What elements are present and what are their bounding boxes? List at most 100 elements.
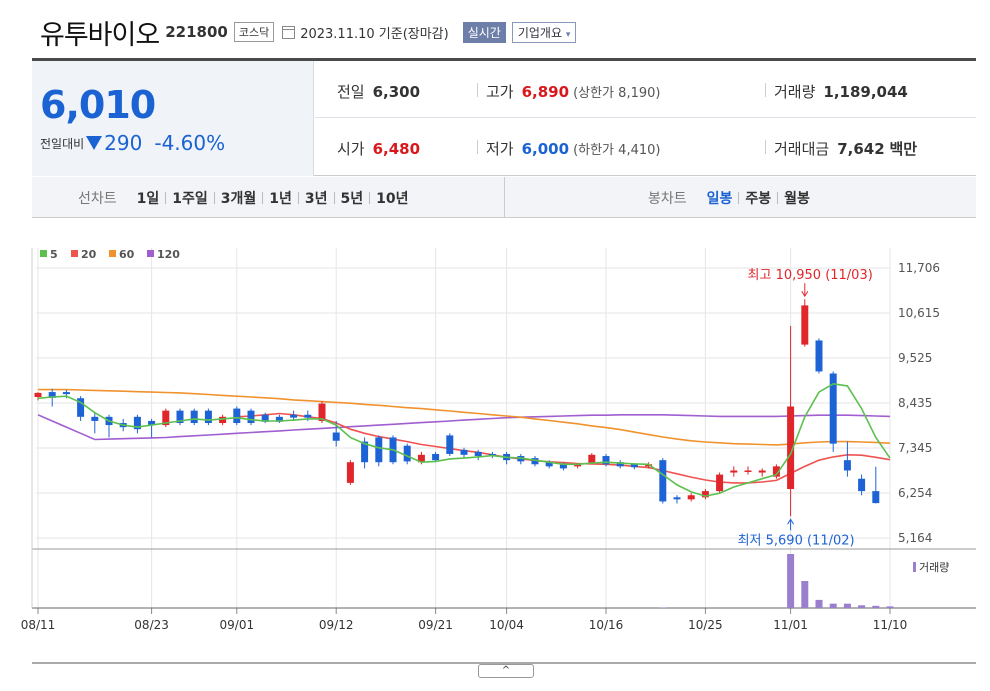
x-tick-label: 09/01	[220, 618, 255, 632]
y-tick-label: 11,706	[898, 261, 940, 275]
candle-body	[730, 470, 738, 473]
candle-body	[148, 420, 156, 426]
candle-body	[275, 416, 283, 422]
low-annotation: 최저 5,690 (11/02)	[738, 533, 855, 548]
candle-chart-tabs: 봉차트 일봉 주봉 월봉	[648, 177, 816, 218]
candle-body	[460, 449, 468, 455]
candle-body	[545, 462, 553, 467]
period-tab-4[interactable]: 3년	[304, 190, 328, 207]
candle-body	[787, 406, 795, 490]
period-tab-1[interactable]: 1주일	[172, 190, 208, 207]
candle-body	[716, 474, 724, 492]
candle-tab-2[interactable]: 월봉	[784, 190, 810, 207]
candle-body	[474, 451, 482, 457]
candle-body	[176, 410, 184, 424]
open-cell: 시가 6,480	[337, 140, 421, 158]
candle-tab-1[interactable]: 주봉	[745, 190, 772, 207]
y-tick-label: 7,345	[898, 441, 932, 455]
candle-body	[616, 462, 624, 467]
candle-body	[659, 460, 667, 502]
period-tab-3[interactable]: 1년	[269, 190, 292, 207]
down-triangle-icon	[86, 136, 103, 150]
candle-body	[446, 435, 454, 454]
candle-chart-label: 봉차트	[648, 190, 687, 207]
candle-body	[602, 456, 610, 465]
current-price: 6,010	[40, 83, 156, 127]
candle-body	[630, 464, 638, 468]
legend-label: 60	[119, 248, 135, 261]
legend-label: 20	[81, 248, 97, 261]
current-price-box: 6,010 전일대비 290 -4.60%	[32, 61, 314, 176]
candle-body	[559, 464, 567, 469]
candle-body	[687, 495, 695, 500]
stock-name: 유투바이오	[40, 19, 160, 51]
quote-cells: 전일 6,300 고가 6,890 (상한가 8,190) 거래량 1,189,044 …	[315, 61, 976, 176]
candle-body	[361, 441, 369, 463]
volume-legend-label: 거래량	[919, 561, 949, 574]
candle-body	[673, 497, 681, 500]
legend-label: 5	[50, 248, 58, 261]
y-tick-label: 5,164	[898, 531, 932, 545]
candle-body	[261, 414, 269, 422]
volume-bar	[815, 599, 823, 608]
candle-body	[162, 410, 170, 426]
candle-body	[588, 454, 596, 464]
period-tab-2[interactable]: 3개월	[220, 190, 257, 207]
candle-body	[77, 398, 85, 417]
period-tab-6[interactable]: 10년	[376, 190, 409, 207]
x-tick-label: 10/25	[688, 618, 723, 632]
legend-swatch	[71, 250, 78, 257]
amount-cell: 거래대금 7,642 백만	[774, 140, 918, 158]
volume-bar	[801, 581, 809, 608]
ma120-line	[37, 414, 891, 441]
collapse-button[interactable]: ^	[478, 664, 534, 678]
candle-tab-0[interactable]: 일봉	[706, 190, 733, 207]
change-amount: 290	[104, 131, 143, 155]
ma60-line	[38, 388, 891, 446]
stock-code: 221800	[165, 23, 228, 41]
volume-bar	[659, 607, 667, 608]
y-tick-label: 10,615	[898, 306, 940, 320]
candle-body	[247, 410, 255, 424]
x-tick-label: 10/04	[489, 618, 524, 632]
x-tick-label: 09/12	[319, 618, 354, 632]
line-chart-tabs: 선차트 1일 1주일 3개월 1년 3년 5년 10년	[78, 177, 415, 218]
x-tick-label: 09/21	[418, 618, 453, 632]
period-tab-5[interactable]: 5년	[340, 190, 364, 207]
volume-bar	[787, 554, 795, 608]
ma5-line	[37, 382, 891, 497]
market-badge: 코스닥	[233, 22, 275, 42]
candle-body	[701, 491, 709, 498]
low-arrow-head	[787, 518, 795, 525]
candle-body	[815, 340, 823, 372]
price-change: 전일대비 290 -4.60%	[40, 131, 225, 155]
x-tick-label: 08/11	[21, 618, 56, 632]
realtime-button[interactable]: 실시간	[462, 21, 506, 43]
period-tab-0[interactable]: 1일	[136, 190, 160, 207]
chart-period-tabs: 선차트 1일 1주일 3개월 1년 3년 5년 10년 봉차트 일봉 주봉 월봉	[32, 177, 976, 218]
high-annotation: 최고 10,950 (11/03)	[748, 268, 873, 283]
volume-legend-swatch	[913, 562, 916, 572]
candle-body	[872, 491, 880, 504]
line-chart-label: 선차트	[78, 190, 117, 207]
candle-body	[403, 445, 411, 462]
candle-body	[843, 460, 851, 471]
candle-body	[829, 373, 837, 444]
as-of-date: 2023.11.10 기준(장마감)	[300, 26, 449, 42]
company-info-dropdown[interactable]: 기업개요 ▾	[511, 21, 577, 43]
candle-body	[204, 410, 212, 424]
volume-bar	[872, 605, 880, 608]
volume-bar	[829, 603, 837, 608]
candle-body	[531, 458, 539, 465]
candle-body	[290, 414, 298, 418]
candle-body	[858, 478, 866, 492]
x-tick-label: 11/10	[873, 618, 908, 632]
volume-bar	[843, 603, 851, 608]
candle-body	[34, 392, 42, 398]
candle-body	[91, 416, 99, 421]
low-cell: 저가 6,000 (하한가 4,410)	[486, 140, 661, 158]
candle-body	[758, 470, 766, 473]
quote-panel: 6,010 전일대비 290 -4.60% 전일 6,300 고가 6,890 (상한…	[32, 58, 976, 176]
legend-swatch	[109, 250, 116, 257]
legend-swatch	[40, 250, 47, 257]
